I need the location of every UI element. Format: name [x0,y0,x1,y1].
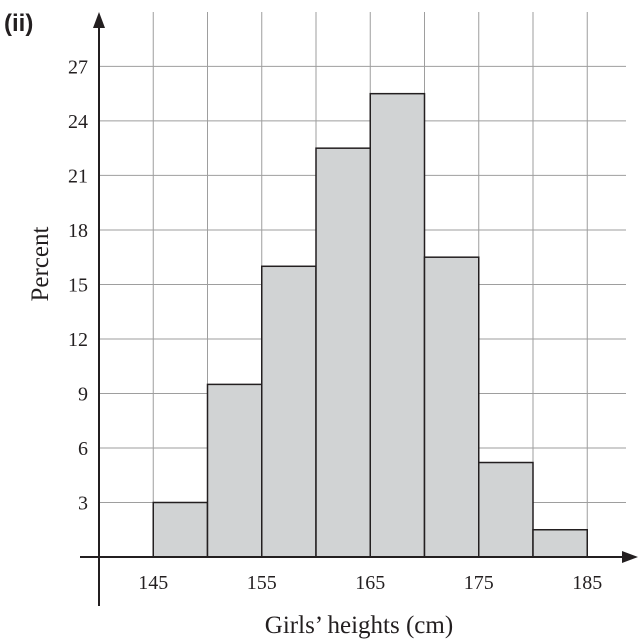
x-axis-label: Girls’ heights (cm) [265,612,453,639]
y-tick-label: 27 [68,56,88,78]
y-tick-label: 21 [68,165,88,187]
x-tick-label: 175 [464,572,494,594]
histogram-bar [261,265,317,558]
x-tick-label: 145 [138,572,168,594]
histogram-bar [152,501,209,558]
y-axis-label: Percent [27,226,54,301]
axes [80,12,638,606]
y-tick-label: 3 [78,492,88,514]
y-tick-label: 18 [68,220,88,242]
histogram-bar [369,92,426,558]
bars [152,92,588,558]
y-axis-arrow [93,12,105,28]
x-tick-label: 165 [355,572,385,594]
histogram-bar [423,256,480,558]
x-tick-labels: 145 155 165 175 185 [138,572,602,594]
histogram-bar [315,147,371,558]
histogram-bar [478,461,534,558]
part-label: (ii) [4,10,33,37]
histogram-bar [532,528,588,558]
x-tick-label: 155 [247,572,277,594]
x-tick-label: 185 [572,572,602,594]
y-tick-label: 9 [78,383,88,405]
y-tick-label: 24 [68,111,88,133]
y-tick-label: 6 [78,438,88,460]
x-axis-arrow [622,551,638,563]
y-tick-labels: 3 6 9 12 15 18 21 24 27 [68,56,88,514]
y-tick-label: 15 [68,274,88,296]
y-tick-label: 12 [68,329,88,351]
histogram-bar [206,383,263,558]
